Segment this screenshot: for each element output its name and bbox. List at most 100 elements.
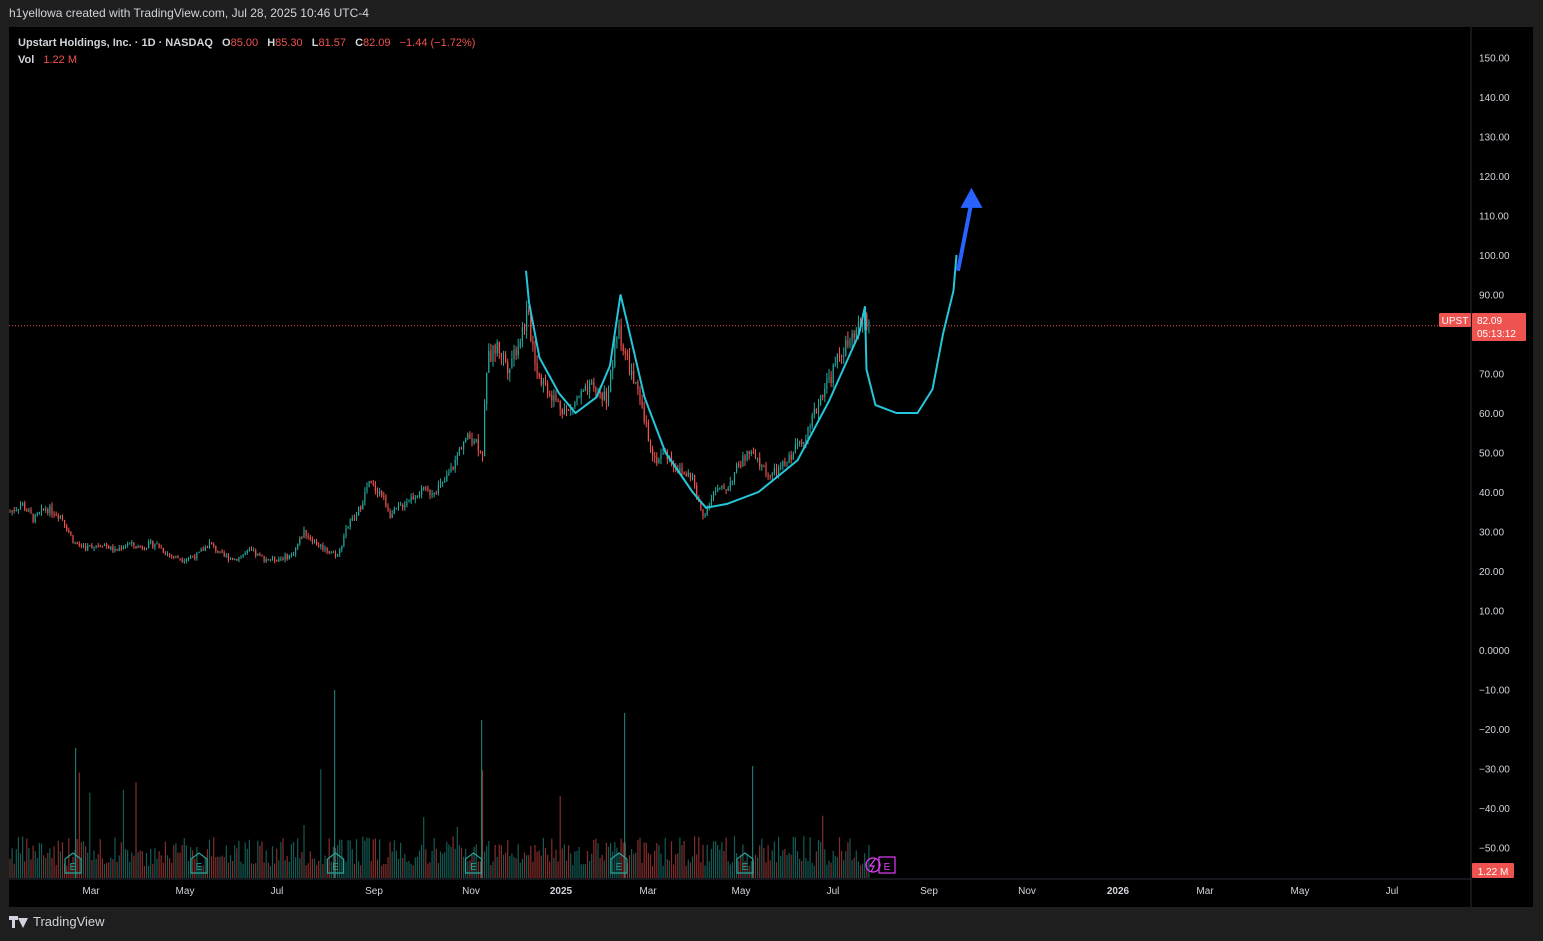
volume-bar bbox=[145, 853, 148, 878]
volume-bar bbox=[82, 841, 85, 878]
candle-body bbox=[849, 340, 851, 346]
volume-bar bbox=[700, 862, 702, 878]
candle-body bbox=[345, 528, 347, 537]
candle-body bbox=[259, 553, 261, 555]
candle-body bbox=[605, 391, 607, 404]
candle-body bbox=[649, 440, 652, 449]
upcoming-events-markers[interactable]: E bbox=[865, 856, 896, 874]
volume-bar bbox=[397, 858, 400, 878]
volume-bar bbox=[599, 857, 601, 878]
volume-bar bbox=[53, 846, 55, 878]
up-arrow-drawing[interactable] bbox=[956, 187, 983, 272]
low-value: 81.57 bbox=[318, 37, 346, 49]
candle-body bbox=[286, 554, 288, 560]
candle-body bbox=[70, 532, 72, 536]
volume-bar bbox=[227, 862, 229, 878]
volume-bar bbox=[586, 851, 589, 878]
volume-bar bbox=[244, 842, 246, 878]
volume-bar bbox=[404, 853, 406, 878]
volume-bar bbox=[563, 844, 565, 878]
volume-bar bbox=[166, 855, 169, 878]
volume-bar bbox=[263, 862, 265, 878]
volume-bar bbox=[238, 840, 240, 878]
volume-bar bbox=[116, 861, 118, 878]
candle-body bbox=[129, 543, 131, 545]
price-axis[interactable]: 150.00 140.00 130.00 120.00 110.00 100.00 90.0… bbox=[1479, 54, 1510, 855]
candle-body bbox=[368, 481, 370, 488]
volume-bar bbox=[754, 854, 757, 878]
chart-frame[interactable]: E E E E E E E Upstart Holdings, Inc. · 1D · N… bbox=[9, 27, 1533, 907]
volume-bar bbox=[641, 862, 643, 878]
candle-body bbox=[416, 495, 418, 498]
price-chart[interactable]: E E E E E E E Upstart Holdings, Inc. · 1D · N… bbox=[9, 27, 1533, 907]
earnings-badge bbox=[64, 852, 82, 874]
candle-body bbox=[364, 491, 366, 504]
candle-body bbox=[284, 554, 286, 560]
footer[interactable]: TradingView bbox=[9, 914, 105, 929]
volume-bar bbox=[526, 855, 528, 878]
volume-bar bbox=[775, 861, 778, 878]
tradingview-logo-icon bbox=[9, 915, 28, 928]
candle-body bbox=[782, 461, 784, 467]
volume-bar bbox=[658, 845, 660, 878]
volume-bar bbox=[439, 851, 442, 878]
volume-bar bbox=[647, 852, 649, 878]
candle-body bbox=[263, 556, 265, 562]
candle-body bbox=[322, 544, 324, 550]
candle-body bbox=[715, 490, 717, 492]
candle-body bbox=[790, 455, 792, 460]
candle-body bbox=[179, 558, 181, 560]
candle-body bbox=[479, 450, 481, 453]
volume-bar bbox=[248, 839, 250, 878]
candle-body bbox=[733, 472, 736, 482]
earnings-marker-label: E bbox=[332, 862, 339, 873]
volume-bar bbox=[305, 865, 307, 878]
volume-bar bbox=[421, 844, 423, 878]
volume-spike bbox=[752, 766, 754, 878]
candle-body bbox=[244, 552, 246, 555]
candle-body bbox=[828, 377, 830, 379]
volume-bar bbox=[467, 861, 469, 878]
candle-body bbox=[572, 407, 574, 409]
volume-bar bbox=[278, 860, 280, 878]
candle-body bbox=[488, 350, 490, 373]
volume-bar bbox=[57, 840, 59, 878]
volume-bar bbox=[838, 837, 841, 878]
candle-body bbox=[320, 544, 322, 547]
candle-body bbox=[421, 487, 423, 495]
candle-body bbox=[30, 509, 32, 514]
candle-body bbox=[423, 487, 425, 489]
volume-bar bbox=[601, 854, 603, 878]
candle-body bbox=[28, 509, 30, 512]
candle-body bbox=[232, 558, 234, 560]
volume-bar bbox=[568, 845, 570, 878]
volume-bar bbox=[108, 862, 110, 878]
volume-bar bbox=[715, 841, 717, 878]
volume-bar bbox=[532, 861, 534, 878]
price-tick-label: 20.00 bbox=[1479, 567, 1504, 578]
candle-body bbox=[822, 395, 824, 397]
volume-bar bbox=[704, 865, 706, 878]
volume-bar bbox=[423, 817, 425, 878]
candle-body bbox=[568, 409, 570, 411]
candle-body bbox=[97, 545, 99, 547]
cup-and-handle-drawing[interactable] bbox=[525, 254, 958, 509]
candle-body bbox=[418, 494, 421, 496]
volume-bar bbox=[828, 860, 830, 878]
volume-bar bbox=[834, 856, 836, 878]
volume-bar bbox=[542, 837, 544, 878]
candle-body bbox=[523, 326, 526, 331]
candle-body bbox=[101, 546, 103, 548]
candle-body bbox=[11, 510, 13, 512]
volume-bar bbox=[412, 865, 414, 878]
volume-bar bbox=[540, 855, 542, 878]
candle-body bbox=[679, 467, 681, 473]
time-axis[interactable]: Mar May Jul Sep Nov 2025 Mar May Jul Sep Nov 2026 Ma… bbox=[82, 886, 1398, 897]
volume-bar bbox=[9, 858, 11, 878]
volume-bar bbox=[746, 853, 748, 878]
arrow-shaft bbox=[956, 201, 974, 272]
volume-bar bbox=[486, 846, 488, 878]
candle-body bbox=[24, 503, 26, 510]
volume-bar bbox=[120, 842, 122, 878]
